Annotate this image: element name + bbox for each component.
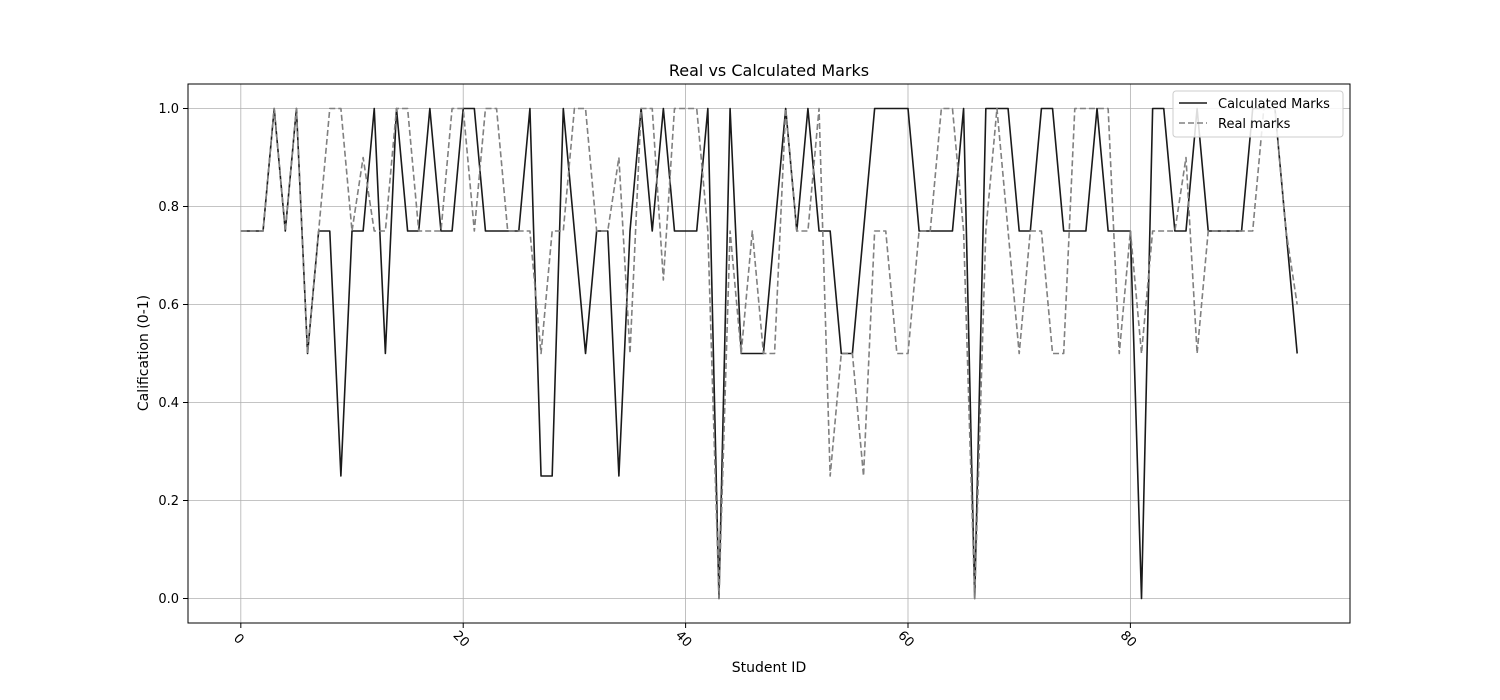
y-tick-label: 0.6 — [158, 298, 179, 313]
y-tick-label: 0.4 — [158, 396, 179, 411]
legend-real-marks-label: Real marks — [1218, 117, 1291, 132]
y-tick-label: 1.0 — [158, 102, 179, 117]
y-tick-label: 0.8 — [158, 200, 179, 215]
y-axis-label: Calification (0-1) — [136, 295, 152, 411]
y-tick-label: 0.0 — [158, 592, 179, 607]
legend-box — [1172, 90, 1344, 138]
series-lines — [240, 107, 1298, 600]
plot-area — [188, 84, 1350, 623]
chart-title: Real vs Calculated Marks — [669, 61, 869, 80]
y-axis-ticks: 0.0 0.2 0.4 0.6 0.8 1.0 — [158, 102, 188, 607]
series-line-calculated-marks — [240, 107, 1298, 600]
series-line-real-marks — [240, 107, 1298, 600]
x-axis-label: Student ID — [732, 660, 806, 676]
legend: Calculated Marks Real marks — [1172, 90, 1344, 138]
y-tick-label: 0.2 — [158, 494, 179, 509]
plot-frame — [187, 83, 1351, 624]
grid-lines — [188, 84, 1350, 623]
legend-calculated-marks-label: Calculated Marks — [1218, 97, 1330, 112]
